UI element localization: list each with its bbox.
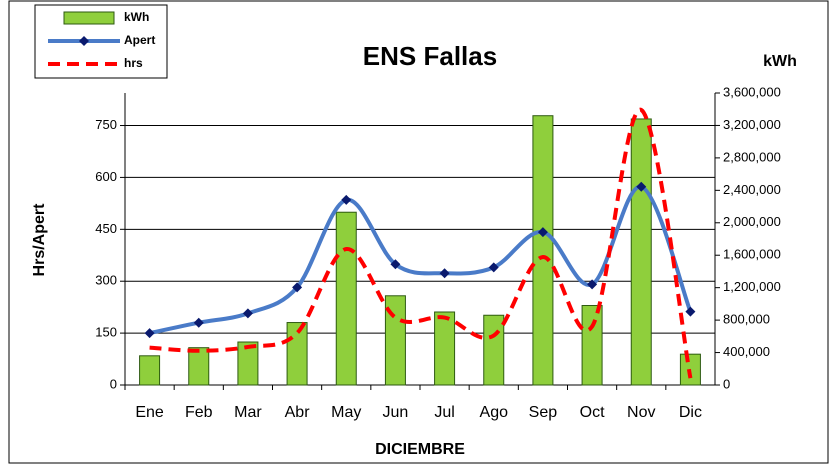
y-tick-label: 600: [95, 169, 117, 184]
line: [149, 184, 693, 336]
marker: [537, 227, 548, 238]
legend-label: Apert: [124, 33, 155, 47]
legend-label: hrs: [124, 56, 143, 70]
x-tick-label: Mar: [234, 404, 262, 421]
bar: [139, 355, 161, 386]
bar: [532, 115, 554, 386]
bar: [434, 311, 456, 386]
y2-tick-label: 3,200,000: [723, 117, 781, 132]
bar: [188, 347, 210, 386]
y-tick-label: 300: [95, 273, 117, 288]
x-tick-label: Nov: [627, 404, 655, 421]
x-tick-label: Oct: [580, 404, 605, 421]
y-tick-label: 450: [95, 221, 117, 236]
x-tick-label: Jul: [434, 404, 454, 421]
x-tick-label: May: [331, 404, 361, 421]
legend-swatch: [63, 11, 115, 25]
bar: [581, 305, 603, 386]
chart-frame: [8, 0, 829, 464]
y2-tick-label: 2,800,000: [723, 149, 781, 164]
marker: [193, 317, 204, 328]
x-tick-label: Feb: [185, 404, 213, 421]
legend-marker: [79, 36, 89, 46]
y-axis-label: Hrs/Apert: [31, 203, 48, 277]
y2-axis-label: kWh: [763, 53, 797, 70]
x-axis-label: DICIEMBRE: [375, 441, 465, 458]
x-tick-label: Dic: [679, 404, 702, 421]
marker: [390, 259, 401, 270]
y2-tick-label: 2,000,000: [723, 214, 781, 229]
marker: [488, 262, 499, 273]
y-tick-label: 0: [110, 376, 117, 391]
y2-tick-label: 1,600,000: [723, 247, 781, 262]
x-tick-label: Sep: [529, 404, 558, 421]
y2-tick-label: 3,600,000: [723, 84, 781, 99]
marker: [587, 279, 598, 290]
bar: [335, 211, 357, 386]
bar: [237, 341, 259, 386]
chart-title: ENS Fallas: [363, 41, 497, 71]
y2-tick-label: 400,000: [723, 344, 770, 359]
marker: [439, 268, 450, 279]
y2-tick-label: 800,000: [723, 312, 770, 327]
y-tick-label: 150: [95, 325, 117, 340]
marker: [341, 194, 352, 205]
x-tick-label: Abr: [285, 404, 311, 421]
bar: [384, 295, 406, 386]
y2-tick-label: 0: [723, 376, 730, 391]
marker: [292, 282, 303, 293]
bar: [483, 314, 505, 386]
legend-label: kWh: [124, 10, 149, 24]
x-tick-label: Ago: [480, 404, 509, 421]
bar: [630, 118, 652, 386]
marker: [636, 181, 647, 192]
y2-tick-label: 2,400,000: [723, 182, 781, 197]
x-tick-label: Jun: [383, 404, 409, 421]
marker: [144, 328, 155, 339]
line: [149, 107, 693, 379]
y2-tick-label: 1,200,000: [723, 279, 781, 294]
x-tick-label: Ene: [135, 404, 164, 421]
marker: [242, 308, 253, 319]
marker: [685, 306, 696, 317]
y-tick-label: 750: [95, 117, 117, 132]
